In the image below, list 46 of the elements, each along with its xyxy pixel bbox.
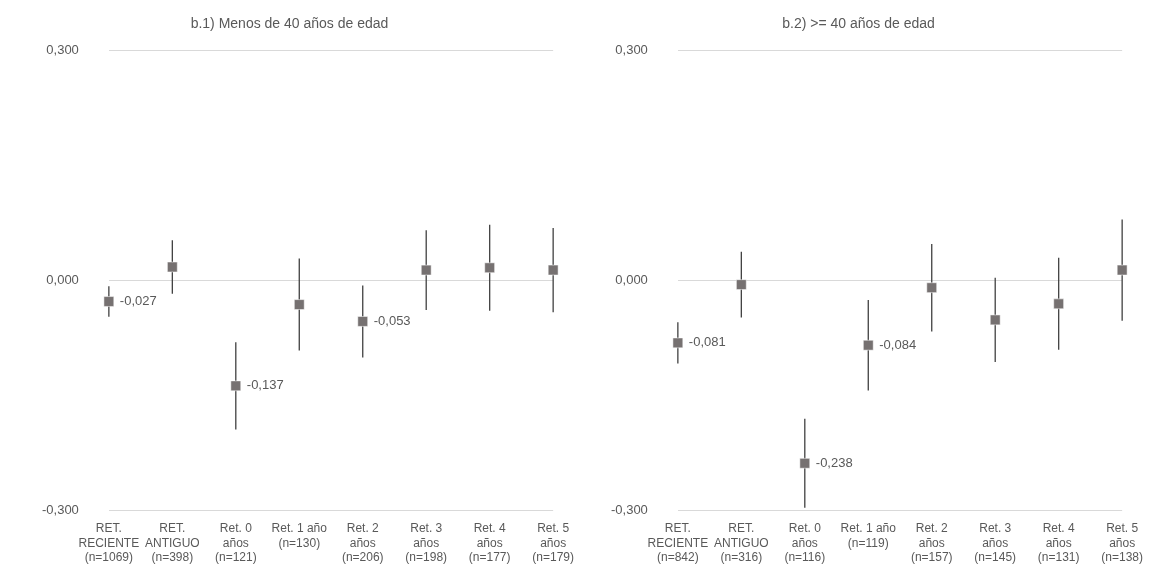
x-tick-label: RET. RECIENTE (n=1069) xyxy=(78,521,140,565)
x-tick-label: RET. ANTIGUO (n=398) xyxy=(145,521,200,565)
x-tick-label: Ret. 4 años (n=131) xyxy=(1037,521,1080,565)
x-tick-label: Ret. 5 años (n=138) xyxy=(1101,521,1143,565)
point xyxy=(926,282,937,293)
point xyxy=(990,314,1001,326)
data-label: -0,084 xyxy=(879,336,917,352)
point xyxy=(1053,298,1064,309)
y-tick-label: 0,000 xyxy=(615,272,648,288)
x-tick-label: RET. ANTIGUO (n=316) xyxy=(714,521,769,565)
x-tick-label: Ret. 2 años (n=206) xyxy=(341,521,384,565)
y-tick-label: 0,300 xyxy=(46,42,79,58)
x-tick-label: Ret. 3 años (n=198) xyxy=(405,521,448,565)
point xyxy=(167,261,178,273)
chart-title: b.2) >= 40 años de edad xyxy=(782,15,935,32)
x-tick-label: Ret. 0 años (n=121) xyxy=(214,521,257,565)
x-tick-label: RET. RECIENTE (n=842) xyxy=(647,521,709,565)
x-tick-label: Ret. 3 años (n=145) xyxy=(974,521,1017,565)
y-tick-label: 0,300 xyxy=(615,42,648,58)
data-label: -0,137 xyxy=(246,377,284,393)
point xyxy=(294,299,305,310)
x-tick-label: Ret. 1 año (n=130) xyxy=(271,521,328,550)
data-label: -0,081 xyxy=(688,334,726,350)
point xyxy=(547,264,559,276)
point xyxy=(863,340,874,351)
data-label: -0,238 xyxy=(815,454,853,470)
x-tick-label: Ret. 1 año (n=119) xyxy=(840,521,897,550)
data-label: -0,053 xyxy=(373,313,411,329)
y-tick-label: -0,300 xyxy=(41,502,79,518)
point xyxy=(421,264,432,276)
y-tick-label: 0,000 xyxy=(46,272,79,288)
point xyxy=(230,380,241,392)
point xyxy=(357,316,368,327)
x-tick-label: Ret. 4 años (n=177) xyxy=(468,521,511,565)
x-tick-label: Ret. 0 años (n=116) xyxy=(784,521,826,565)
point xyxy=(103,296,115,307)
data-label: -0,027 xyxy=(119,293,157,309)
x-tick-label: Ret. 2 años (n=157) xyxy=(910,521,953,565)
chart-title: b.1) Menos de 40 años de edad xyxy=(190,15,389,32)
point xyxy=(736,279,747,290)
point xyxy=(672,337,684,349)
point xyxy=(484,262,495,273)
x-tick-label: Ret. 5 años (n=179) xyxy=(532,521,574,565)
point xyxy=(799,458,810,469)
y-tick-label: -0,300 xyxy=(610,502,648,518)
point xyxy=(1116,264,1128,276)
